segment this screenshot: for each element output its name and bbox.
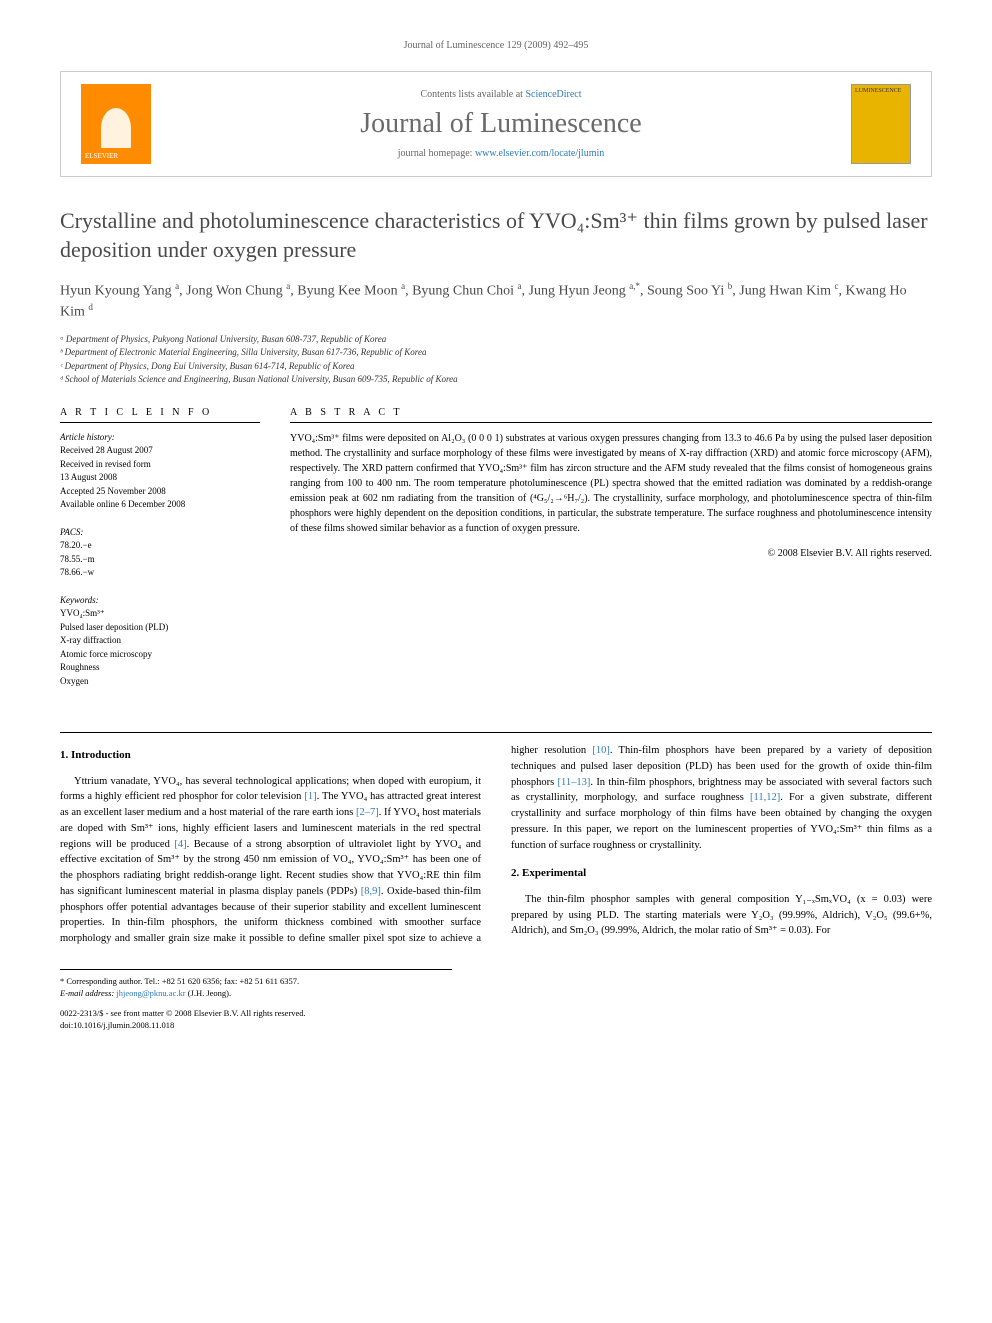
pacs-code: 78.55.−m [60, 553, 260, 567]
affiliations: ᵃ Department of Physics, Pukyong Nationa… [60, 333, 932, 387]
journal-title: Journal of Luminescence [151, 108, 851, 140]
history-line: 13 August 2008 [60, 471, 260, 485]
keywords-label: Keywords: [60, 594, 260, 608]
corresponding-author-note: * Corresponding author. Tel.: +82 51 620… [60, 969, 452, 1000]
history-line: Received 28 August 2007 [60, 444, 260, 458]
affiliation-a: ᵃ Department of Physics, Pukyong Nationa… [60, 333, 932, 347]
paper-title: Crystalline and photoluminescence charac… [60, 207, 932, 264]
elsevier-logo: ELSEVIER [81, 84, 151, 164]
abstract-heading: A B S T R A C T [290, 407, 932, 423]
author-list: Hyun Kyoung Yang a, Jong Won Chung a, By… [60, 280, 932, 323]
journal-masthead: ELSEVIER Contents lists available at Sci… [60, 71, 932, 177]
email-line: E-mail address: jhjeong@pknu.ac.kr (J.H.… [60, 988, 452, 1000]
affiliation-c: ᶜ Department of Physics, Dong Eui Univer… [60, 360, 932, 374]
email-prefix: E-mail address: [60, 988, 116, 998]
experimental-heading: 2. Experimental [511, 865, 932, 882]
abstract-block: A B S T R A C T YVO₄:Sm³⁺ films were dep… [290, 407, 932, 703]
article-history: Article history: Received 28 August 2007… [60, 431, 260, 512]
doi-block: 0022-2313/$ - see front matter © 2008 El… [60, 1008, 932, 1032]
keyword: Atomic force microscopy [60, 648, 260, 662]
section-divider [60, 732, 932, 733]
keyword: YVO₄:Sm³⁺ [60, 607, 260, 621]
keyword: Oxygen [60, 675, 260, 689]
doi-line: doi:10.1016/j.jlumin.2008.11.018 [60, 1020, 932, 1032]
keywords-block: Keywords: YVO₄:Sm³⁺ Pulsed laser deposit… [60, 594, 260, 689]
intro-heading: 1. Introduction [60, 747, 481, 764]
corresponding-line: * Corresponding author. Tel.: +82 51 620… [60, 976, 452, 988]
homepage-prefix: journal homepage: [398, 148, 475, 159]
keyword: Roughness [60, 661, 260, 675]
sciencedirect-link[interactable]: ScienceDirect [525, 89, 581, 100]
history-line: Accepted 25 November 2008 [60, 485, 260, 499]
abstract-text: YVO₄:Sm³⁺ films were deposited on Al₂O₃ … [290, 431, 932, 536]
running-header: Journal of Luminescence 129 (2009) 492–4… [60, 40, 932, 51]
cover-label: LUMINESCENCE [855, 88, 901, 94]
experimental-paragraph: The thin-film phosphor samples with gene… [511, 892, 932, 939]
affiliation-d: ᵈ School of Materials Science and Engine… [60, 373, 932, 387]
corresponding-email-link[interactable]: jhjeong@pknu.ac.kr [116, 988, 185, 998]
pacs-block: PACS: 78.20.−e 78.55.−m 78.66.−w [60, 526, 260, 580]
pacs-code: 78.66.−w [60, 566, 260, 580]
history-line: Available online 6 December 2008 [60, 498, 260, 512]
contents-prefix: Contents lists available at [420, 89, 525, 100]
contents-line: Contents lists available at ScienceDirec… [151, 89, 851, 100]
keyword: X-ray diffraction [60, 634, 260, 648]
elsevier-tree-icon [101, 108, 131, 148]
journal-cover-thumb: LUMINESCENCE [851, 84, 911, 164]
history-line: Received in revised form [60, 458, 260, 472]
keyword: Pulsed laser deposition (PLD) [60, 621, 260, 635]
email-suffix: (J.H. Jeong). [186, 988, 232, 998]
pacs-code: 78.20.−e [60, 539, 260, 553]
abstract-copyright: © 2008 Elsevier B.V. All rights reserved… [290, 546, 932, 561]
article-info-block: A R T I C L E I N F O Article history: R… [60, 407, 260, 703]
pacs-label: PACS: [60, 526, 260, 540]
affiliation-b: ᵇ Department of Electronic Material Engi… [60, 346, 932, 360]
info-abstract-row: A R T I C L E I N F O Article history: R… [60, 407, 932, 703]
journal-center-block: Contents lists available at ScienceDirec… [151, 89, 851, 159]
body-text: 1. Introduction Yttrium vanadate, YVO₄, … [60, 743, 932, 949]
journal-homepage-link[interactable]: www.elsevier.com/locate/jlumin [475, 148, 604, 159]
history-label: Article history: [60, 431, 260, 445]
article-info-heading: A R T I C L E I N F O [60, 407, 260, 423]
front-matter-line: 0022-2313/$ - see front matter © 2008 El… [60, 1008, 932, 1020]
journal-homepage-line: journal homepage: www.elsevier.com/locat… [151, 148, 851, 159]
publisher-label: ELSEVIER [85, 152, 147, 160]
